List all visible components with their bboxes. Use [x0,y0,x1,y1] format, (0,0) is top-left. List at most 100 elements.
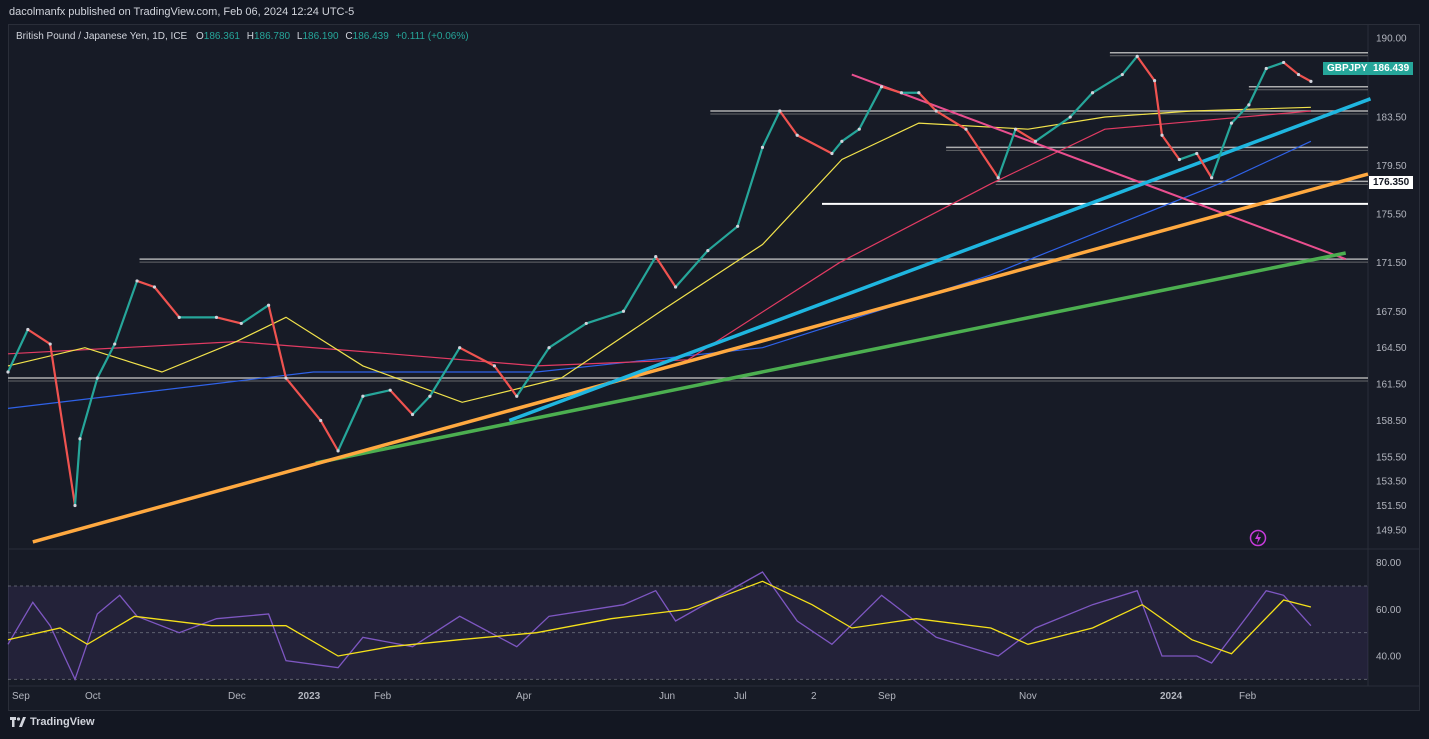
time-tick-label: Oct [85,691,101,702]
price-segment [113,279,139,346]
time-tick-label: 2 [811,691,817,702]
price-segment [515,346,551,398]
footer-brand[interactable]: TradingView [10,716,95,728]
price-tick-label: 164.50 [1376,343,1407,354]
price-point [857,127,861,131]
price-segment [1034,115,1072,143]
trendline-orange [32,172,1369,544]
price-point [135,279,139,283]
price-segment [1178,152,1198,161]
trendline-cyan [508,97,1372,423]
price-point [1229,121,1234,125]
footer-brand-label: TradingView [30,716,95,728]
trendline-green [315,251,1347,465]
price-point [584,321,588,326]
time-tick-label: Jul [734,691,747,702]
price-segment [1297,73,1313,83]
open-label: O [196,31,204,42]
price-segment [796,134,834,155]
price-point [673,285,678,289]
price-segment [585,310,625,325]
price-point [152,285,157,289]
price-segment [6,328,29,374]
price-point [621,309,626,313]
time-tick-label: Apr [516,691,532,702]
sma-mid-line [7,110,1311,367]
low-value: 186.190 [302,31,339,42]
price-point [795,133,799,137]
price-tick-label: 161.50 [1376,380,1407,391]
price-point [361,394,365,398]
price-tick-label: 167.50 [1376,307,1407,318]
symbol-title: British Pound / Japanese Yen, 1D, ICE [16,31,188,42]
price-point [736,224,740,228]
price-point [515,394,519,398]
price-segment [547,322,588,349]
sma-slow-line [7,140,1312,409]
time-tick-label: 2023 [298,691,321,702]
price-segment [761,109,781,149]
price-point [48,342,52,346]
rsi-ma-line [7,580,1312,657]
last-price-tag: 186.439 [1369,62,1414,75]
price-point [654,255,658,259]
price-point [239,321,243,326]
time-tick-label: Dec [228,691,246,702]
price-segment [1160,134,1181,161]
price-segment [674,249,709,289]
trendline-pink [851,73,1347,261]
price-point [1068,115,1072,119]
level-tag: 176.350 [1369,176,1414,189]
price-segment [1230,103,1250,125]
price-point [113,342,117,346]
price-point [1210,176,1214,180]
price-segment [240,304,270,325]
price-segment [493,364,518,398]
high-value: 186.780 [253,31,291,42]
price-segment [1069,91,1094,119]
open-value: 186.361 [203,31,240,42]
price-tick-label: 190.00 [1376,34,1407,45]
price-point [1264,66,1268,71]
price-segment [1282,61,1300,76]
time-tick-label: Feb [1239,691,1257,702]
price-point [177,315,181,319]
price-segment [1210,122,1233,179]
price-segment [411,395,431,416]
price-point [388,388,392,392]
price-segment [1136,55,1156,82]
price-point [840,139,844,143]
price-tick-label: 153.50 [1376,477,1407,488]
price-segment [389,389,414,416]
time-tick-label: 2024 [1160,691,1183,702]
price-point [458,346,462,350]
time-tick-label: Nov [1019,691,1037,702]
price-point [547,346,551,350]
price-segment [336,395,364,452]
tradingview-logo-icon [10,717,26,728]
price-point [760,145,765,149]
price-point [934,109,938,113]
price-segment [96,342,116,380]
price-segment [26,328,52,346]
price-point [266,303,271,307]
price-point [78,437,82,441]
price-point [706,248,710,253]
price-segment [458,346,496,368]
price-segment [880,85,903,94]
price-segment [135,279,156,289]
price-point [879,85,884,89]
chart-frame[interactable] [8,24,1420,711]
price-point [1177,157,1181,162]
close-value: 186.439 [352,31,389,42]
price-point [1135,54,1139,58]
price-point [410,412,415,417]
price-tick-label: 179.50 [1376,161,1407,172]
alert-icon[interactable] [1249,529,1267,547]
low-label: L [296,31,303,42]
price-segment [49,342,77,507]
price-segment [1091,73,1124,94]
change-value: +0.111 (+0.06%) [395,31,469,42]
price-tick-label: 171.50 [1376,258,1407,269]
